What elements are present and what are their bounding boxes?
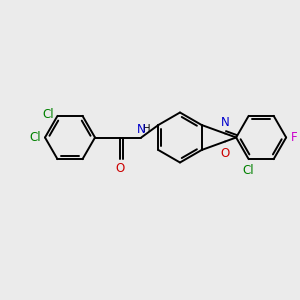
Text: O: O <box>220 147 230 160</box>
Text: N: N <box>137 123 146 136</box>
Text: H: H <box>142 124 150 134</box>
Text: O: O <box>116 163 124 176</box>
Text: F: F <box>291 131 298 144</box>
Text: Cl: Cl <box>42 108 54 121</box>
Text: Cl: Cl <box>243 164 254 177</box>
Text: N: N <box>221 116 230 128</box>
Text: Cl: Cl <box>30 131 41 144</box>
